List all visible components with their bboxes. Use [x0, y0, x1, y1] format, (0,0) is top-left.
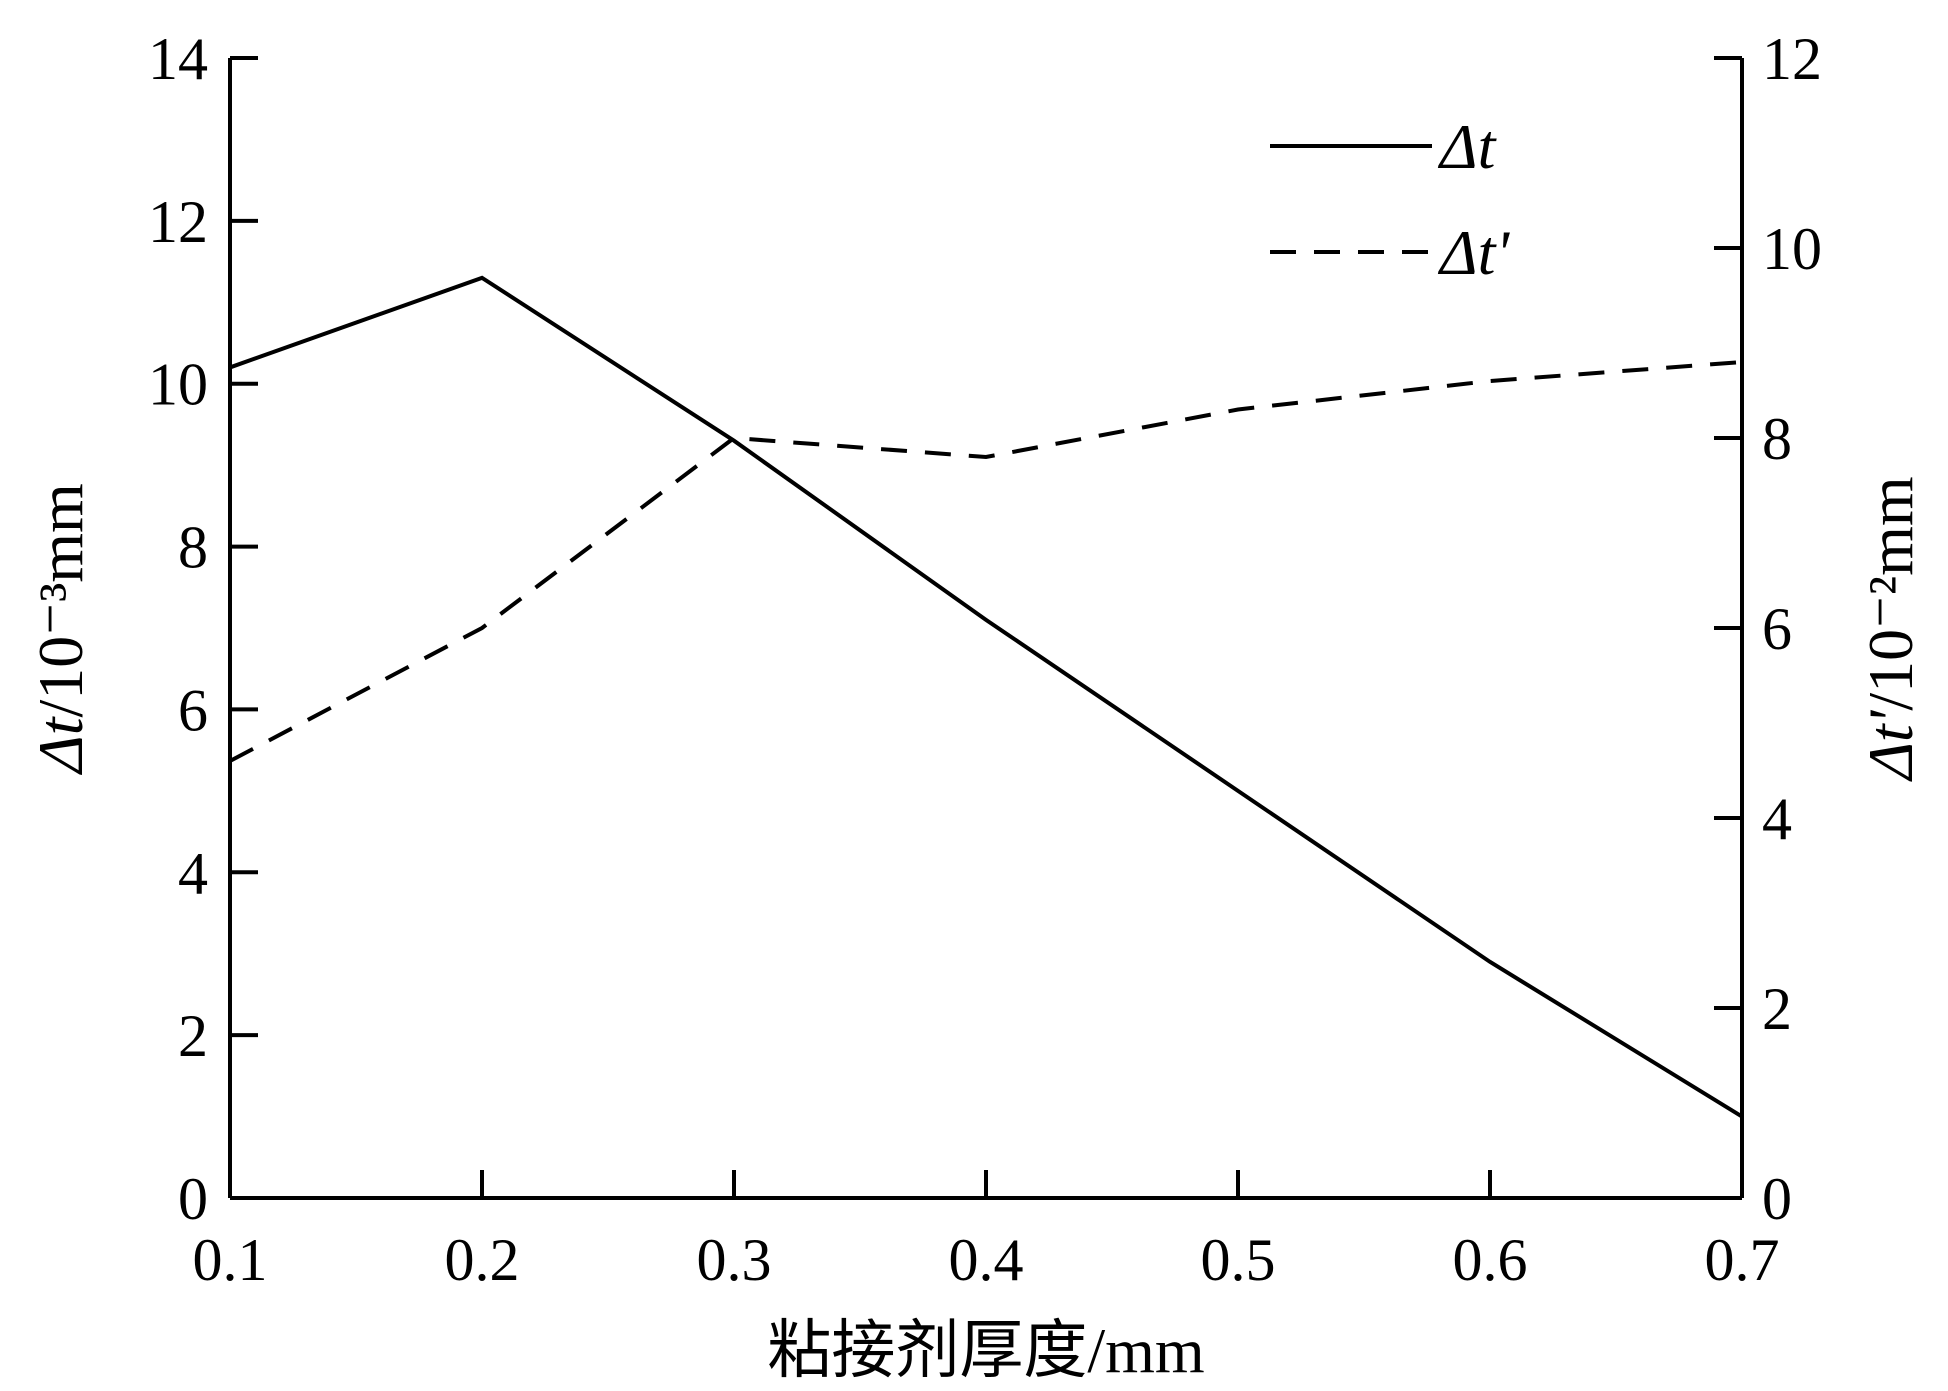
left-y-tick-label: 14	[148, 26, 208, 92]
right-y-axis-title-symbol: Δt'	[1855, 709, 1926, 782]
left-y-tick-label: 6	[178, 677, 208, 743]
axes: 0.1 0.2 0.3 0.4 0.5 0.6 0.70246810121402468101…	[25, 26, 1926, 1386]
x-tick-label: 0.6	[1453, 1227, 1528, 1293]
x-tick-label: 0.1	[193, 1227, 268, 1293]
legend: Δt Δt'	[1270, 111, 1510, 288]
left-y-tick-label: 10	[148, 352, 208, 418]
x-tick-label: 0.7	[1705, 1227, 1780, 1293]
left-y-tick-label: 8	[178, 515, 208, 581]
right-y-tick-label: 2	[1762, 976, 1792, 1042]
x-tick-label: 0.3	[697, 1227, 772, 1293]
left-y-tick-label: 0	[178, 1166, 208, 1232]
left-y-tick-label: 4	[178, 840, 208, 906]
legend-label-delta-t-prime: Δt'	[1437, 217, 1510, 288]
left-y-axis-title: Δt/10⁻³mm	[25, 483, 96, 776]
series-line-delta-t	[229, 275, 1744, 1119]
left-y-tick-label: 2	[178, 1003, 208, 1069]
left-y-axis-title-unit: /10⁻³mm	[25, 483, 96, 717]
legend-label-delta-t: Δt	[1437, 111, 1498, 182]
right-y-axis-title: Δt'/10⁻²mm	[1855, 476, 1926, 782]
left-y-axis-title-symbol: Δt	[25, 715, 96, 776]
right-y-tick-label: 4	[1762, 786, 1792, 852]
x-tick-label: 0.2	[445, 1227, 520, 1293]
right-y-tick-label: 8	[1762, 406, 1792, 472]
right-y-tick-label: 0	[1762, 1166, 1792, 1232]
series-lines	[229, 275, 1744, 1119]
series-line-delta-t-prime	[229, 360, 1743, 763]
x-tick-label: 0.5	[1201, 1227, 1276, 1293]
x-tick-label: 0.4	[949, 1227, 1024, 1293]
right-y-tick-label: 6	[1762, 596, 1792, 662]
right-y-tick-label: 10	[1762, 216, 1822, 282]
right-y-tick-label: 12	[1762, 26, 1822, 92]
left-y-tick-label: 12	[148, 189, 208, 255]
right-y-axis-title-unit: /10⁻²mm	[1855, 476, 1926, 710]
x-axis-title: 粘接剂厚度/mm	[767, 1315, 1204, 1386]
